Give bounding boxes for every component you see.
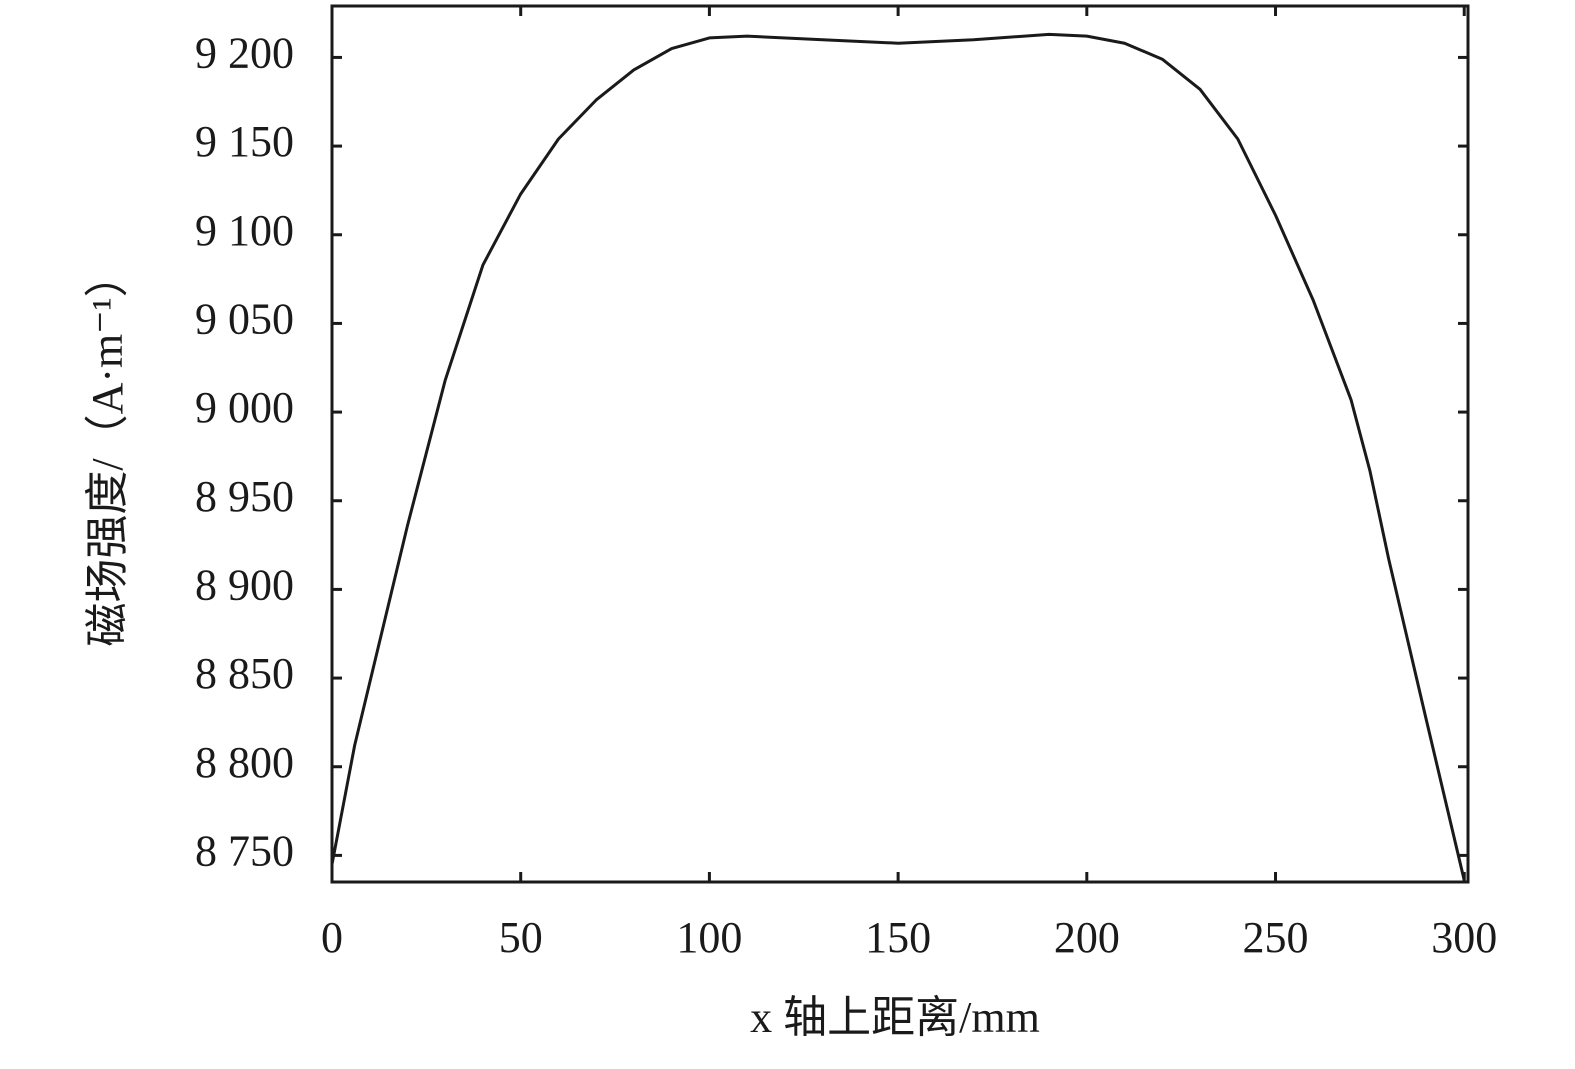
y-tick-label: 8 950 — [195, 472, 294, 521]
data-line — [330, 32, 1466, 881]
y-tick-label: 9 150 — [195, 117, 294, 166]
y-tick-label: 9 100 — [195, 206, 294, 255]
x-tick-label: 150 — [865, 913, 931, 962]
plot-frame — [330, 4, 1470, 884]
y-axis-label: 磁场强度/（A·m⁻¹） — [83, 253, 132, 646]
y-tick-label: 8 850 — [195, 649, 294, 698]
x-tick-label: 300 — [1431, 913, 1497, 962]
x-tick-label: 100 — [676, 913, 742, 962]
x-tick-label: 250 — [1243, 913, 1309, 962]
y-tick-label: 9 000 — [195, 383, 294, 432]
y-tick-label: 8 800 — [195, 738, 294, 787]
y-tick-label: 8 750 — [195, 826, 294, 875]
y-tick-label: 9 050 — [195, 295, 294, 344]
y-tick-label: 9 200 — [195, 29, 294, 78]
y-tick-label: 8 900 — [195, 561, 294, 610]
x-tick-label: 200 — [1054, 913, 1120, 962]
x-tick-label: 0 — [321, 913, 343, 962]
x-tick-label: 50 — [499, 913, 543, 962]
x-axis-label: x 轴上距离/mm — [750, 993, 1040, 1042]
